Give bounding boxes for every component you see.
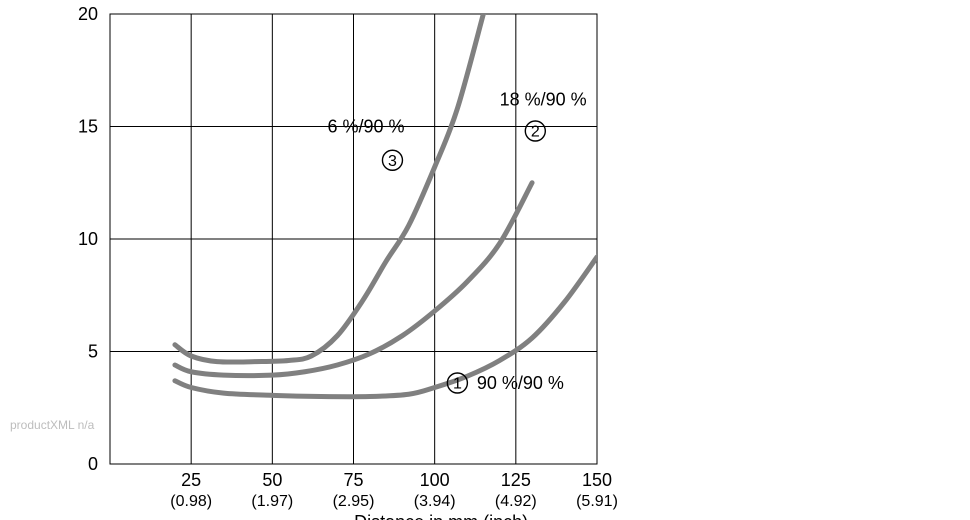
series-marker-num-s3: 3 — [388, 153, 397, 170]
x-tick-label: 125 — [501, 470, 531, 490]
series-label-s2: 18 %/90 % — [500, 90, 587, 110]
y-tick-label: 5 — [88, 342, 98, 362]
x-tick-sublabel: (2.95) — [333, 493, 375, 510]
x-tick-label: 25 — [181, 470, 201, 490]
series-marker-num-s1: 1 — [453, 376, 462, 393]
x-tick-label: 150 — [582, 470, 612, 490]
x-tick-label: 75 — [343, 470, 363, 490]
chart-svg: 0 5 10 15 20 25 (0.98) 50 (1.97) 75 (2.95) 100 (3.94… — [0, 0, 970, 520]
series-marker-num-s2: 2 — [531, 124, 540, 141]
watermark-text: productXML n/a — [10, 418, 94, 432]
x-tick-sublabel: (5.91) — [576, 493, 618, 510]
x-tick-sublabel: (1.97) — [251, 493, 293, 510]
x-tick-sublabel: (3.94) — [414, 493, 456, 510]
y-tick-label: 15 — [78, 117, 98, 137]
series-label-s1: 90 %/90 % — [477, 373, 564, 393]
y-tick-label: 10 — [78, 229, 98, 249]
x-tick-sublabel: (4.92) — [495, 493, 537, 510]
x-tick-sublabel: (0.98) — [170, 493, 212, 510]
series-label-s3: 6 %/90 % — [328, 117, 405, 137]
y-tick-label: 20 — [78, 4, 98, 24]
x-tick-label: 100 — [420, 470, 450, 490]
y-tick-label: 0 — [88, 454, 98, 474]
x-axis-label: Distance in mm (inch) — [354, 512, 528, 520]
x-tick-label: 50 — [262, 470, 282, 490]
